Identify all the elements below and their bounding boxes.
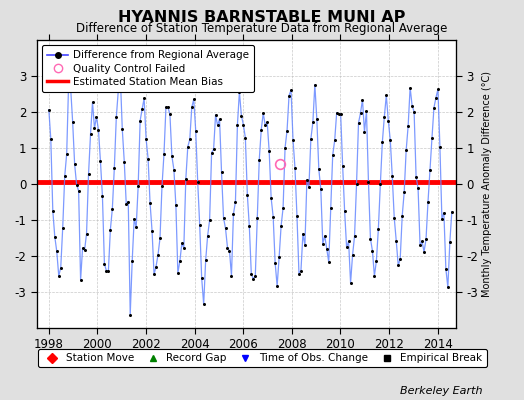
Y-axis label: Monthly Temperature Anomaly Difference (°C): Monthly Temperature Anomaly Difference (… [482, 71, 493, 297]
Text: Berkeley Earth: Berkeley Earth [400, 386, 482, 396]
Text: Difference of Station Temperature Data from Regional Average: Difference of Station Temperature Data f… [77, 22, 447, 35]
Text: HYANNIS BARNSTABLE MUNI AP: HYANNIS BARNSTABLE MUNI AP [118, 10, 406, 25]
Legend: Station Move, Record Gap, Time of Obs. Change, Empirical Break: Station Move, Record Gap, Time of Obs. C… [38, 349, 487, 368]
